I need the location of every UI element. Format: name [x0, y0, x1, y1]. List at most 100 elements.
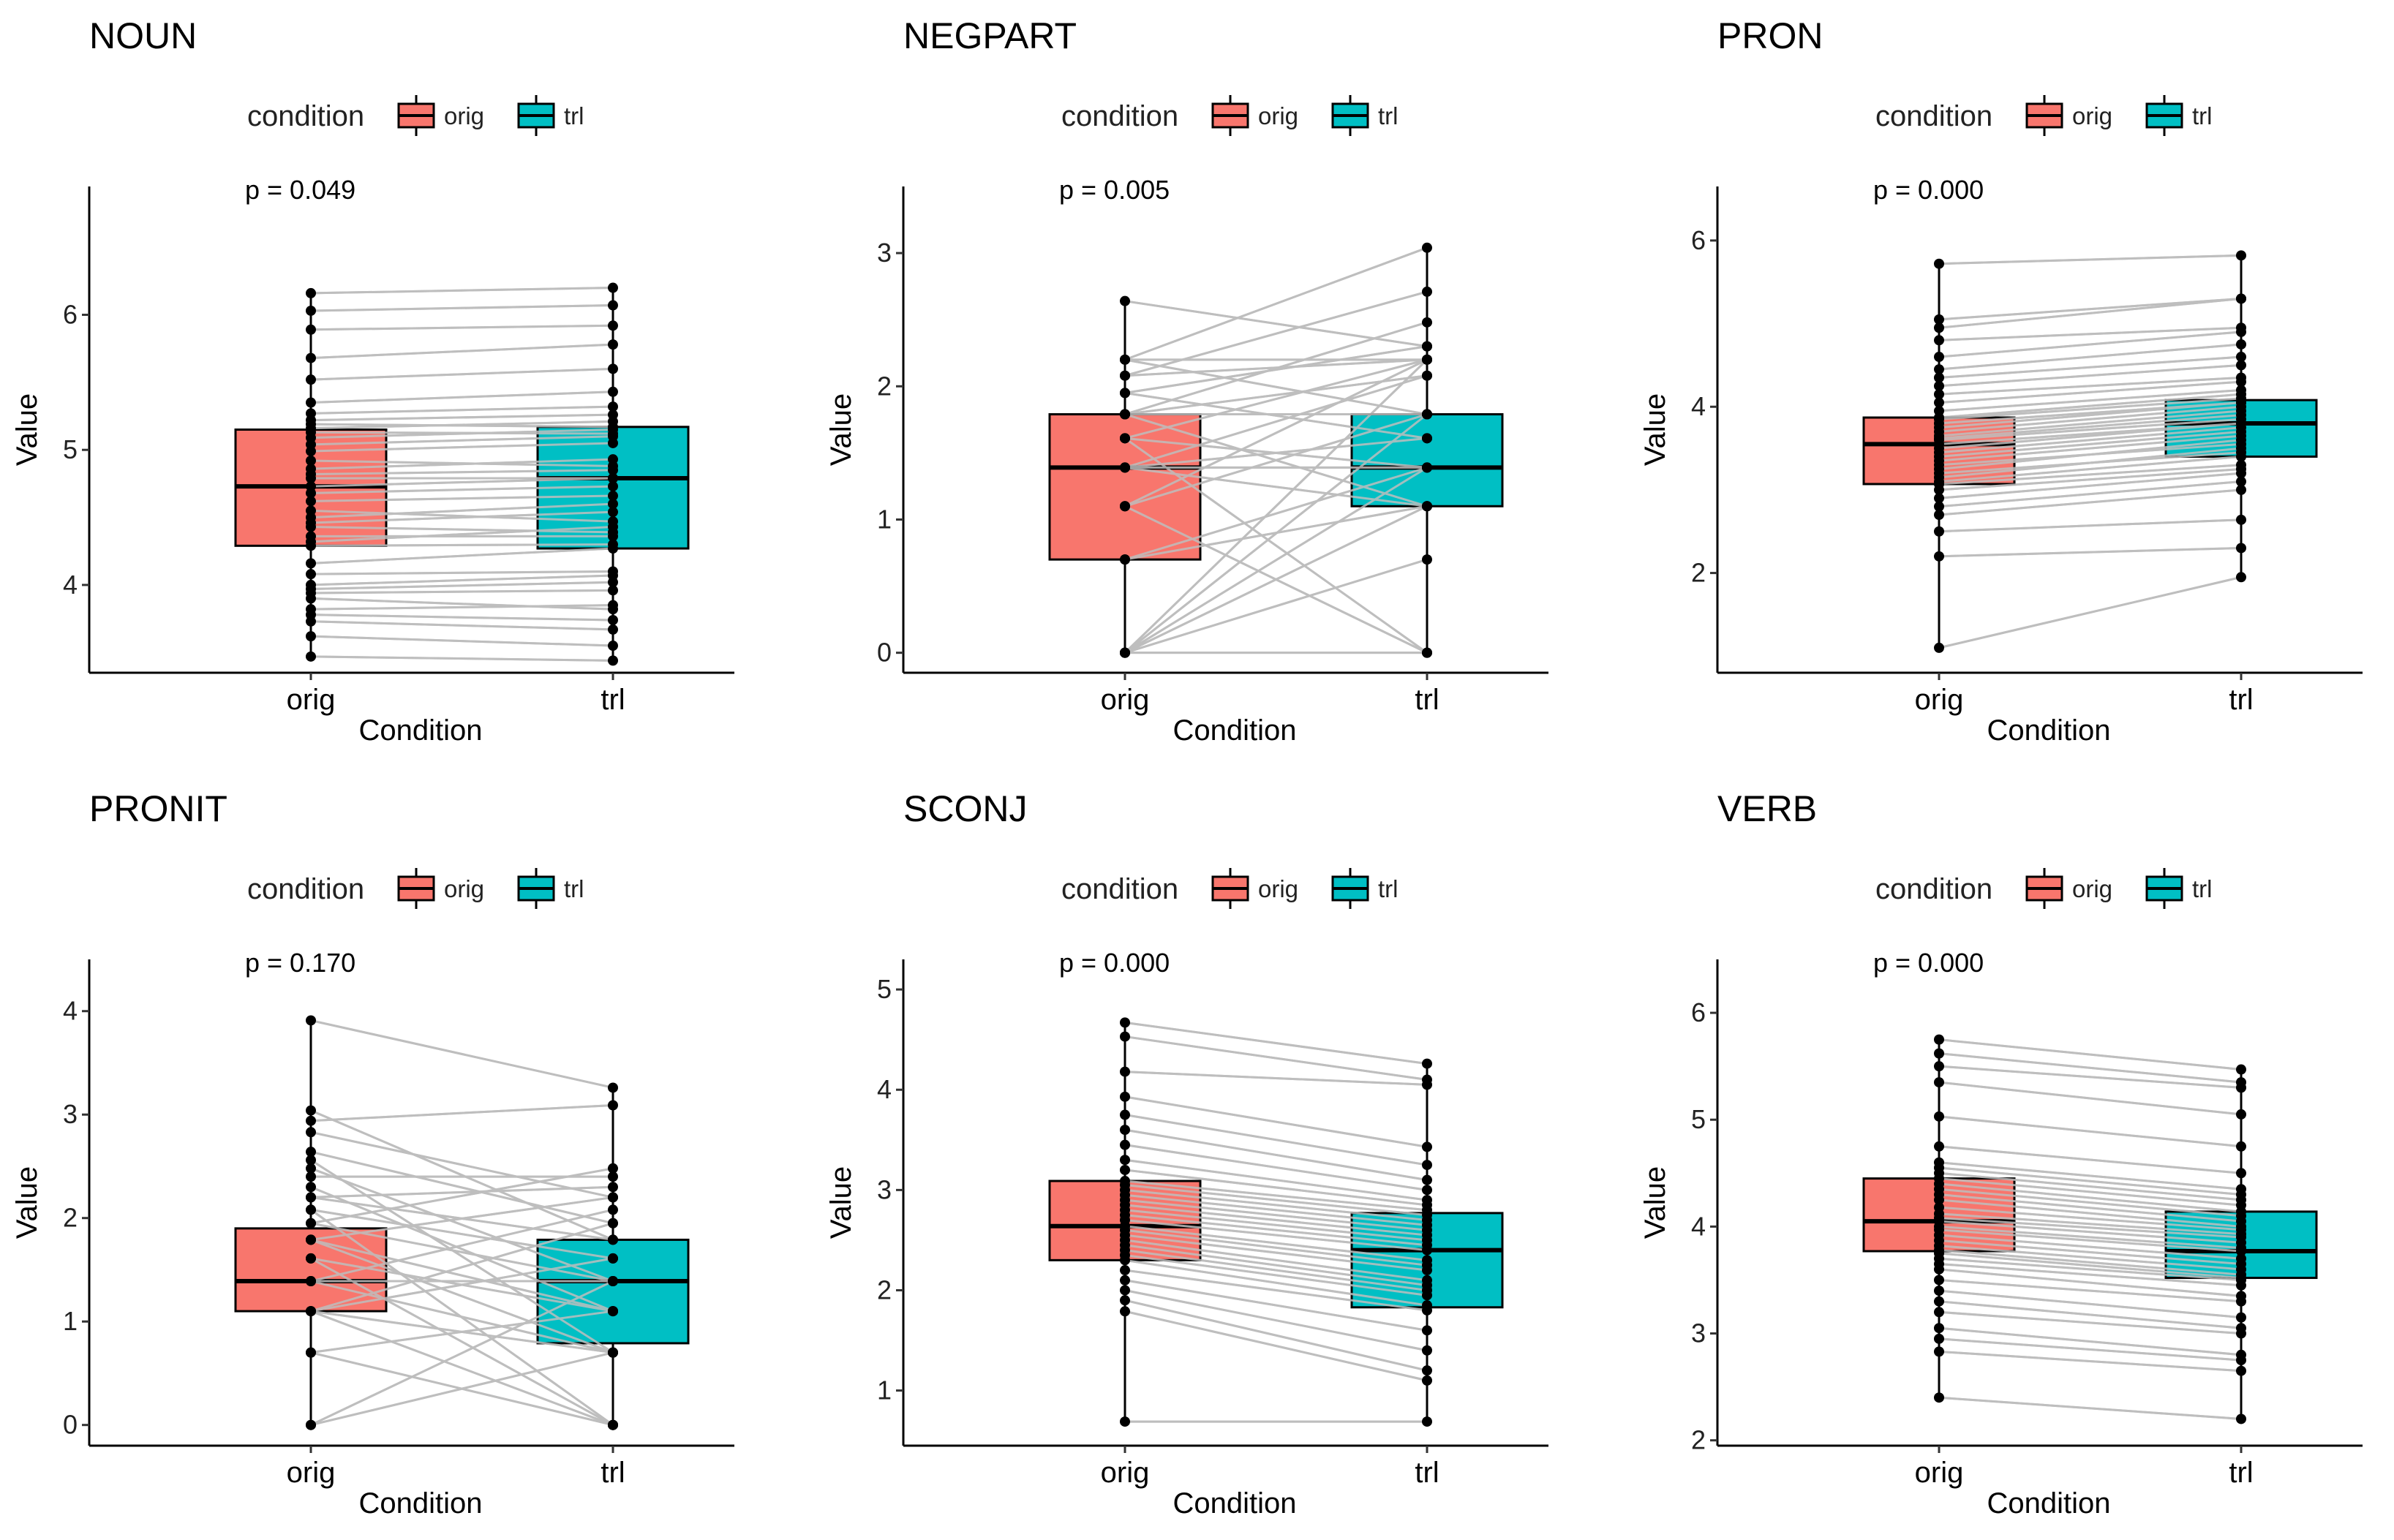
point-trl: [1422, 554, 1432, 565]
pair-line: [1938, 1310, 2242, 1335]
point-trl: [608, 566, 618, 577]
point-trl: [2236, 1312, 2246, 1323]
point-trl: [608, 339, 618, 350]
x-tick-label: trl: [601, 1457, 625, 1489]
point-orig: [306, 374, 316, 385]
points: [1934, 1034, 2246, 1424]
point-orig: [1120, 501, 1130, 512]
point-trl: [608, 282, 618, 293]
point-trl: [608, 1100, 618, 1111]
panel-negpart: NEGPART condition orig trl 0 1 2 3 orig trl Condit…: [825, 15, 1548, 747]
legend-label-orig: orig: [444, 102, 484, 129]
point-orig: [306, 464, 316, 475]
x-tick-label: trl: [2229, 684, 2253, 716]
y-tick-label: 3: [877, 238, 892, 268]
point-trl: [608, 655, 618, 666]
pair-line: [1938, 1252, 2242, 1280]
point-orig: [1934, 1034, 1944, 1045]
points: [306, 282, 618, 666]
p-value-label: p = 0.000: [1059, 948, 1170, 978]
pair-lines-overlay: [1938, 254, 2242, 649]
pair-line: [1938, 297, 2242, 321]
point-orig: [1934, 493, 1944, 504]
pair-line: [1124, 1114, 1428, 1166]
pair-line: [1124, 1095, 1428, 1148]
point-orig: [1120, 1416, 1130, 1427]
x-axis-title: Condition: [1172, 1487, 1296, 1520]
y-axis-title: Value: [1639, 393, 1671, 466]
pair-line: [1938, 472, 2242, 499]
point-orig: [306, 1155, 316, 1166]
point-trl: [1422, 1058, 1432, 1069]
pair-line: [1938, 422, 2242, 445]
pair-line: [1124, 1144, 1428, 1191]
pair-line: [1938, 389, 2242, 412]
pair-line: [310, 1238, 614, 1313]
point-trl: [1422, 1174, 1432, 1185]
point-orig: [1120, 388, 1130, 399]
point-trl: [608, 1419, 618, 1430]
pair-line: [310, 431, 614, 435]
point-trl: [1422, 1325, 1432, 1336]
panel-title: NEGPART: [903, 15, 1077, 56]
point-orig: [1120, 1066, 1130, 1077]
point-orig: [306, 558, 316, 569]
point-trl: [1422, 462, 1432, 473]
pair-line: [1938, 518, 2242, 533]
y-tick-label: 6: [1691, 225, 1706, 255]
panel-noun: NOUN condition orig trl 4 5 6 orig trl Condition V…: [11, 15, 734, 747]
point-trl: [2236, 322, 2246, 333]
y-tick-label: 4: [1691, 391, 1706, 421]
pair-line: [1938, 1228, 2242, 1253]
x-tick-label: trl: [1415, 684, 1439, 716]
pair-line: [1938, 1199, 2242, 1228]
pair-line: [1124, 467, 1428, 654]
pair-line: [1124, 374, 1428, 469]
pair-line: [1124, 1169, 1428, 1207]
point-orig: [1934, 258, 1944, 269]
point-orig: [306, 1276, 316, 1287]
legend-label-trl: trl: [2192, 875, 2213, 902]
pair-lines-overlay: [310, 287, 614, 662]
pair-line: [310, 526, 614, 534]
legend-label-orig: orig: [444, 875, 484, 902]
pair-line: [1938, 343, 2242, 371]
pair-line: [1124, 1021, 1428, 1065]
point-orig: [306, 1127, 316, 1138]
pair-line: [1938, 464, 2242, 486]
point-orig: [1934, 314, 1944, 325]
point-trl: [2236, 543, 2246, 554]
point-trl: [608, 473, 618, 483]
point-trl: [2236, 1413, 2246, 1424]
point-orig: [1934, 1286, 1944, 1296]
pair-line: [310, 1104, 614, 1122]
pair-line: [1938, 1081, 2242, 1116]
legend: condition orig trl: [247, 868, 584, 909]
pair-line: [310, 1185, 614, 1199]
point-trl: [1422, 1416, 1432, 1427]
point-trl: [608, 481, 618, 492]
point-trl: [608, 507, 618, 518]
point-trl: [2236, 1064, 2246, 1075]
pair-line: [310, 442, 614, 453]
pair-line: [310, 304, 614, 312]
pair-line: [1938, 1278, 2242, 1303]
pair-line: [1938, 1206, 2242, 1231]
point-trl: [2236, 476, 2246, 487]
point-orig: [306, 1171, 316, 1182]
point-orig: [306, 1147, 316, 1158]
point-trl: [1422, 501, 1432, 512]
point-trl: [2236, 484, 2246, 495]
pair-line: [310, 1310, 614, 1427]
pair-line: [310, 547, 614, 565]
pair-line: [1124, 1214, 1428, 1247]
panel-sconj: SCONJ condition orig trl 1 2 3 4 5 orig trl Conditi…: [825, 788, 1548, 1520]
pair-line: [1124, 358, 1428, 439]
pair-line: [1938, 1249, 2242, 1276]
point-trl: [608, 461, 618, 472]
p-value-label: p = 0.000: [1873, 948, 1984, 978]
x-axis-title: Condition: [1172, 714, 1296, 747]
pair-line: [310, 614, 614, 622]
point-trl: [608, 1234, 618, 1245]
legend-label-trl: trl: [564, 102, 584, 129]
